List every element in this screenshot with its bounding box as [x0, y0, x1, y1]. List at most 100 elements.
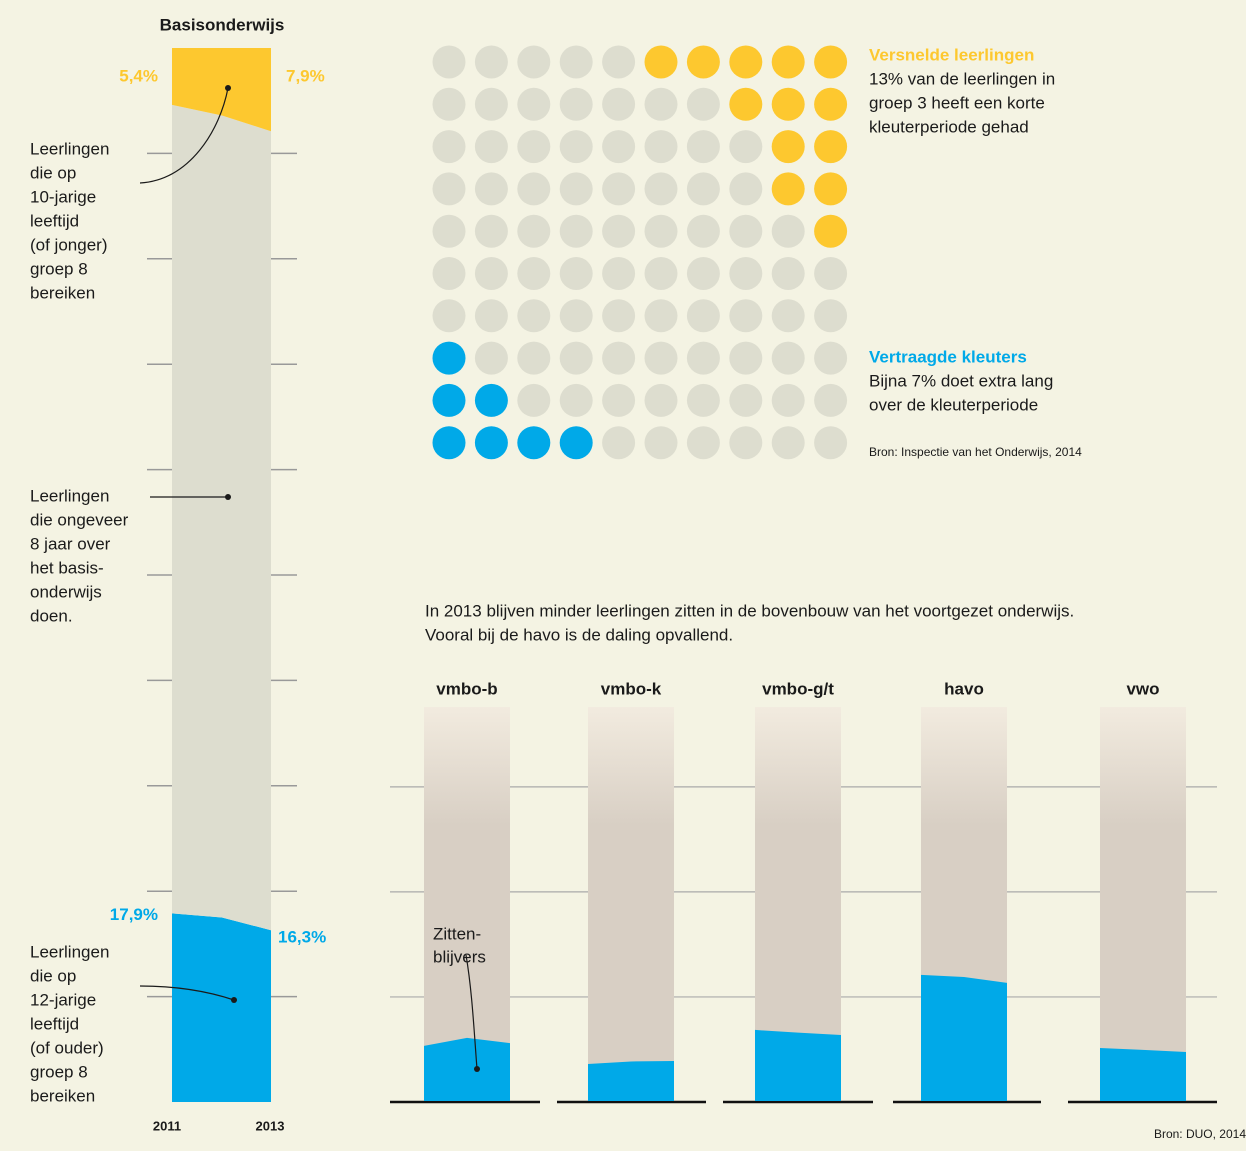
category-label: vmbo-g/t: [762, 679, 834, 698]
dot: [474, 299, 508, 333]
dot: [602, 299, 636, 333]
bar-area: [1100, 1048, 1186, 1101]
leader-dot: [474, 1066, 480, 1072]
dot: [432, 257, 466, 290]
annotation: bereiken: [30, 283, 95, 302]
dot: [729, 426, 763, 460]
dot: [559, 299, 593, 333]
dot: [474, 214, 508, 248]
dot: [644, 383, 678, 417]
annotation: bereiken: [30, 1086, 95, 1105]
dot: [559, 130, 593, 164]
annotation: 12-jarige: [30, 990, 96, 1009]
annotation: blijvers: [433, 947, 486, 966]
bar-background: [588, 707, 674, 1101]
dot: [729, 257, 763, 290]
dot: [517, 130, 551, 164]
bar-area: [588, 1061, 674, 1101]
category-label: vmbo-k: [601, 679, 662, 698]
dot: [432, 383, 466, 417]
area: [172, 104, 271, 931]
dot: [729, 341, 763, 375]
x-tick-label: 2011: [153, 1118, 181, 1133]
dot: [559, 257, 593, 290]
dot: [644, 130, 678, 164]
dot: [729, 45, 763, 79]
dot: [602, 383, 636, 417]
dot: [814, 257, 848, 290]
annotation: (of ouder): [30, 1038, 104, 1057]
annotation: het basis-: [30, 558, 104, 577]
area: [172, 48, 271, 132]
dot: [432, 172, 466, 206]
dot: [771, 341, 805, 375]
dot: [559, 172, 593, 206]
source: Bron: Inspectie van het Onderwijs, 2014: [869, 445, 1082, 459]
subtitle: Vooral bij de havo is de daling opvallen…: [425, 625, 733, 644]
dot: [644, 214, 678, 248]
dot: [432, 45, 466, 79]
dot: [474, 257, 508, 290]
legend-text: kleuterperiode gehad: [869, 117, 1029, 136]
annotation: 10-jarige: [30, 187, 96, 206]
dot: [517, 341, 551, 375]
dot: [432, 341, 466, 375]
dot: [771, 214, 805, 248]
dot: [559, 426, 593, 460]
dot: [474, 87, 508, 121]
chart-title: Basisonderwijs: [160, 15, 285, 34]
dot: [474, 45, 508, 79]
dot: [474, 341, 508, 375]
annotation: onderwijs: [30, 582, 102, 601]
dot: [686, 172, 720, 206]
leader-dot: [225, 85, 231, 91]
dot: [686, 257, 720, 290]
annotation: Zitten-: [433, 924, 481, 943]
subtitle: In 2013 blijven minder leerlingen zitten…: [425, 601, 1074, 620]
annotation: groep 8: [30, 1062, 88, 1081]
leader-dot: [231, 997, 237, 1003]
dot: [686, 426, 720, 460]
dot: [517, 426, 551, 460]
annotation: doen.: [30, 606, 73, 625]
dot: [686, 299, 720, 333]
value-label: 17,9%: [110, 905, 158, 924]
dot: [559, 383, 593, 417]
dot: [686, 45, 720, 79]
category-label: havo: [944, 679, 984, 698]
category-label: vwo: [1126, 679, 1159, 698]
value-label: 5,4%: [119, 66, 158, 85]
leader-dot: [225, 494, 231, 500]
dot: [474, 426, 508, 460]
leader-line: [139, 985, 235, 1001]
dot: [517, 214, 551, 248]
bar-background: [424, 707, 510, 1101]
dot: [814, 383, 848, 417]
dot: [814, 45, 848, 79]
dot: [771, 383, 805, 417]
leader-line: [465, 954, 478, 1070]
dot: [644, 299, 678, 333]
bar-background: [1100, 707, 1186, 1101]
annotation: leeftijd: [30, 1014, 79, 1033]
dot: [686, 214, 720, 248]
annotation: die op: [30, 966, 76, 985]
dot: [432, 426, 466, 460]
dot: [729, 383, 763, 417]
source: Bron: DUO, 2014: [1154, 1127, 1246, 1141]
bar-area: [424, 1037, 510, 1101]
annotation: (of jonger): [30, 235, 107, 254]
dot: [814, 299, 848, 333]
dot: [517, 172, 551, 206]
dot: [602, 257, 636, 290]
dot: [686, 87, 720, 121]
dot: [602, 130, 636, 164]
dot: [771, 87, 805, 121]
area: [172, 913, 271, 1102]
dot: [517, 45, 551, 79]
dot: [517, 87, 551, 121]
dot: [814, 172, 848, 206]
dot: [814, 87, 848, 121]
legend-text: 13% van de leerlingen in: [869, 69, 1055, 88]
